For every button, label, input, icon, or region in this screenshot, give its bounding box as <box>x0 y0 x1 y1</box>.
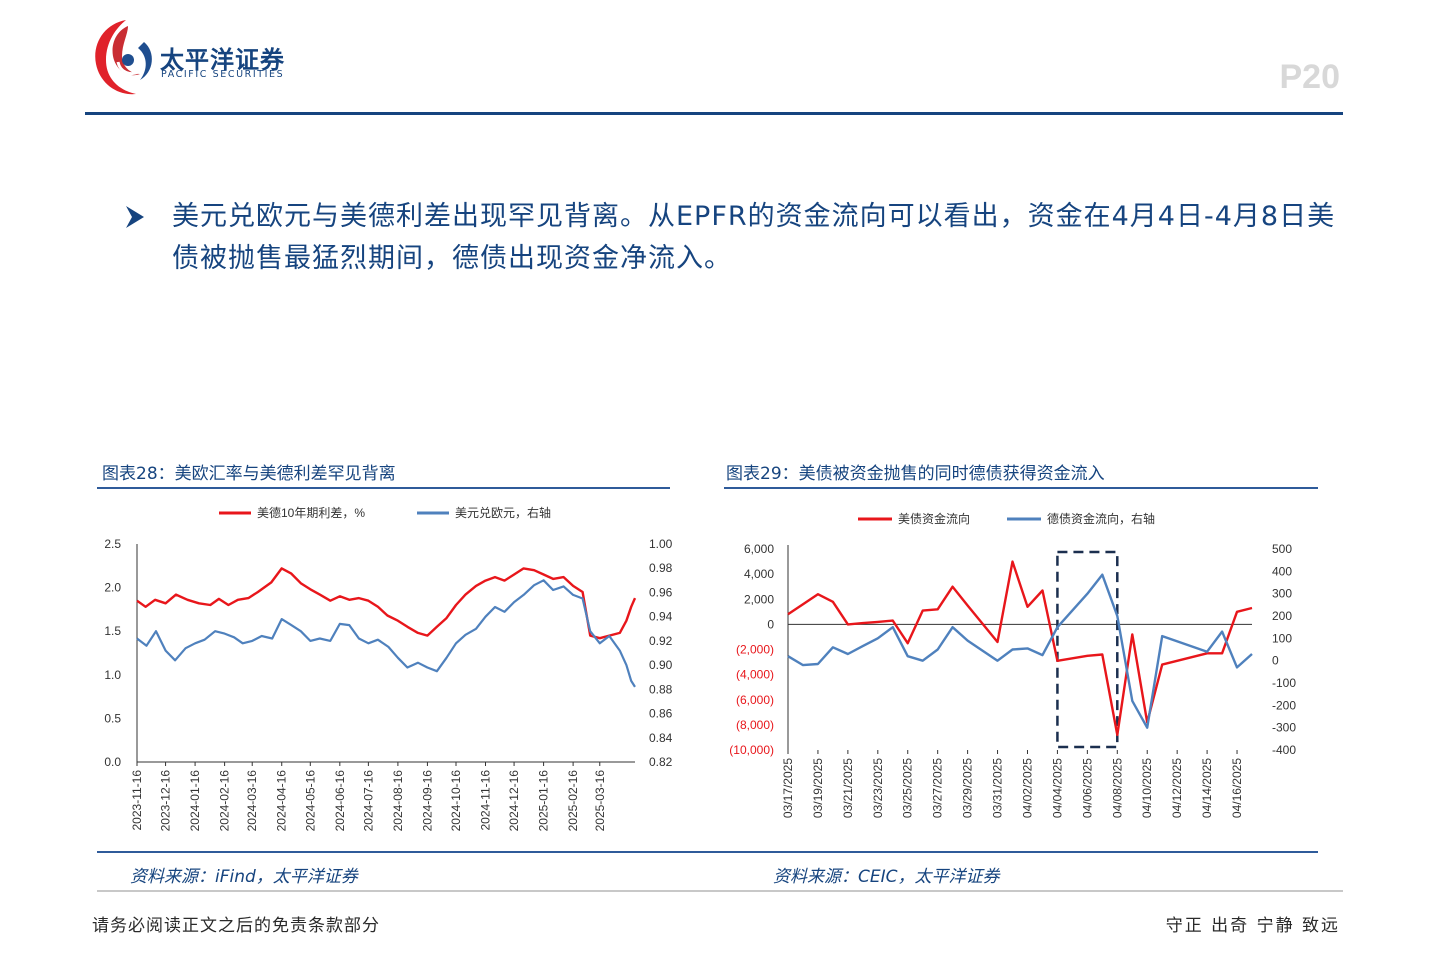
x-tick-label: 2025-02-16 <box>566 770 580 832</box>
x-tick-label: 2024-03-16 <box>245 770 259 832</box>
series-line-2 <box>136 579 636 688</box>
x-tick-label: 2024-11-16 <box>479 770 493 831</box>
x-tick-label: 2023-11-16 <box>130 770 144 831</box>
series-line-2 <box>787 573 1253 729</box>
chart-29: 美债资金流向 德债资金流向，右轴 6,000 4,000 2,000 0 (2,000) (4… <box>729 511 1296 818</box>
y-right-tick-label: 0.94 <box>649 610 673 624</box>
y-left-tick-label: 0.0 <box>104 755 121 769</box>
y-right-tick-label: 0 <box>1272 654 1279 668</box>
x-tick-label: 2024-09-16 <box>420 770 434 832</box>
y-right-tick-label: 100 <box>1272 631 1292 645</box>
y-left-tick-label: 2.0 <box>104 581 121 595</box>
y-left-tick-label: 4,000 <box>744 567 774 581</box>
chart-29-title: 图表29：美债被资金抛售的同时德债获得资金流入 <box>726 464 1105 484</box>
x-tick-label: 04/04/2025 <box>1050 758 1064 818</box>
y-right-tick-label: 300 <box>1272 587 1292 601</box>
y-right-tick-label: 200 <box>1272 609 1292 623</box>
y-left-tick-label: 0.5 <box>104 711 121 725</box>
highlight-box <box>1056 550 1119 749</box>
bullet-text: 美元兑欧元与美德利差出现罕见背离。从EPFR的资金流向可以看出，资金在4月4日-… <box>172 201 1336 274</box>
x-tick-label: 03/31/2025 <box>991 758 1005 818</box>
x-tick-label: 2023-12-16 <box>159 770 173 832</box>
y-left-tick-label: 1.0 <box>104 668 121 682</box>
y-right-tick-label: -400 <box>1272 743 1296 757</box>
x-tick-label: 04/10/2025 <box>1140 758 1154 818</box>
x-tick-label: 2024-02-16 <box>218 770 232 832</box>
x-tick-label: 04/02/2025 <box>1020 758 1034 818</box>
y-right-tick-label: -200 <box>1272 698 1296 712</box>
x-tick-label: 2024-08-16 <box>391 770 405 832</box>
x-tick-label: 2024-01-16 <box>188 770 202 832</box>
legend-label-1: 美债资金流向 <box>898 511 970 526</box>
y-left-tick-label: 0 <box>767 617 774 631</box>
y-right-tick-label: 0.98 <box>649 561 673 575</box>
x-tick-label: 2024-05-16 <box>303 770 317 832</box>
y-right-tick-label: -100 <box>1272 676 1296 690</box>
x-tick-label: 2024-06-16 <box>333 770 347 832</box>
footer-disclaimer: 请务必阅读正文之后的免责条款部分 <box>92 916 380 936</box>
footer-divider <box>97 890 1343 892</box>
x-tick-label: 2024-07-16 <box>361 770 375 832</box>
chart-29-source: 资料来源：CEIC，太平洋证券 <box>773 867 1000 887</box>
y-right-tick-label: 400 <box>1272 564 1292 578</box>
y-right-tick-label: 0.84 <box>649 731 673 745</box>
series-line-1 <box>787 560 1253 737</box>
pacific-securities-logo <box>95 20 152 95</box>
legend-label-1: 美德10年期利差，% <box>257 505 365 520</box>
x-tick-label: 2024-10-16 <box>449 770 463 832</box>
x-tick-label: 03/17/2025 <box>781 758 795 818</box>
x-tick-label: 03/25/2025 <box>901 758 915 818</box>
x-tick-label: 2025-01-16 <box>537 770 551 832</box>
bullet-arrow-icon <box>126 206 144 228</box>
y-left-tick-label: (10,000) <box>729 743 774 757</box>
chart-28-source: 资料来源：iFind，太平洋证券 <box>130 867 358 887</box>
chart-28-title: 图表28：美欧汇率与美德利差罕见背离 <box>102 464 396 484</box>
chart-bottom-rule <box>97 851 1318 853</box>
y-right-tick-label: 1.00 <box>649 537 673 551</box>
x-tick-label: 2025-03-16 <box>593 770 607 832</box>
legend-label-2: 德债资金流向，右轴 <box>1047 511 1155 526</box>
y-left-tick-label: (4,000) <box>736 668 774 682</box>
y-left-tick-label: 1.5 <box>104 624 121 638</box>
footer-motto: 守正 出奇 宁静 致远 <box>1165 916 1340 936</box>
y-right-tick-label: 0.88 <box>649 682 673 696</box>
y-right-tick-label: 0.86 <box>649 707 673 721</box>
brand-name-en: PACIFIC SECURITIES <box>161 69 285 80</box>
y-right-tick-label: 0.90 <box>649 658 673 672</box>
x-tick-label: 04/16/2025 <box>1230 758 1244 818</box>
y-left-tick-label: 6,000 <box>744 542 774 556</box>
x-tick-label: 04/12/2025 <box>1170 758 1184 818</box>
x-tick-label: 04/14/2025 <box>1200 758 1214 818</box>
x-tick-label: 04/08/2025 <box>1110 758 1124 818</box>
series-line-1 <box>136 567 637 640</box>
y-right-tick-label: -300 <box>1272 721 1296 735</box>
x-tick-label: 03/19/2025 <box>811 758 825 818</box>
header-divider <box>85 112 1343 115</box>
y-right-tick-label: 0.92 <box>649 634 673 648</box>
y-right-tick-label: 500 <box>1272 542 1292 556</box>
x-tick-label: 2024-12-16 <box>507 770 521 832</box>
x-tick-label: 04/06/2025 <box>1080 758 1094 818</box>
chart-28-title-rule <box>97 487 670 489</box>
chart-29-title-rule <box>724 487 1318 489</box>
y-left-tick-label: (6,000) <box>736 693 774 707</box>
page-number: P20 <box>1279 58 1341 96</box>
x-tick-label: 2024-04-16 <box>275 770 289 832</box>
y-right-tick-label: 0.82 <box>649 755 673 769</box>
legend-label-2: 美元兑欧元，右轴 <box>455 505 551 520</box>
y-left-tick-label: 2,000 <box>744 592 774 606</box>
y-left-tick-label: (8,000) <box>736 718 774 732</box>
x-tick-label: 03/23/2025 <box>871 758 885 818</box>
y-left-tick-label: (2,000) <box>736 643 774 657</box>
x-tick-label: 03/27/2025 <box>931 758 945 818</box>
y-right-tick-label: 0.96 <box>649 585 673 599</box>
x-tick-label: 03/21/2025 <box>841 758 855 818</box>
chart-28: 美德10年期利差，% 美元兑欧元，右轴 2.5 2.0 1.5 1.0 0.5 0.0 1.00… <box>104 505 673 832</box>
brand-name-cn: 太平洋证券 <box>160 46 285 74</box>
x-tick-label: 03/29/2025 <box>961 758 975 818</box>
y-left-tick-label: 2.5 <box>104 537 121 551</box>
